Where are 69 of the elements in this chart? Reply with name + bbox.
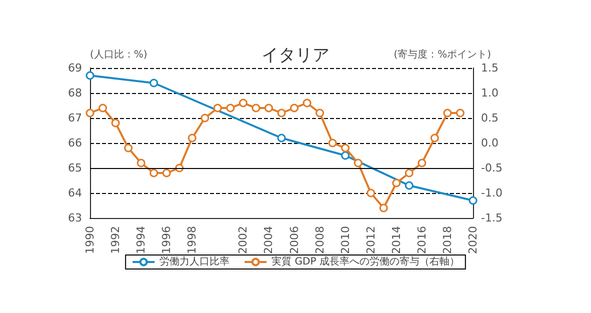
- point: [111, 118, 120, 128]
- legend-label: 労働力人口比率: [160, 256, 230, 268]
- point: [341, 144, 350, 152]
- point: [328, 138, 337, 148]
- y2-tick-label: -1.0: [481, 186, 502, 200]
- y-axis-title: (人口比：%): [90, 48, 148, 60]
- x-tick-label: 1996: [160, 226, 174, 254]
- x-tick-label: 2002: [236, 226, 250, 254]
- y2-tick-label: 0.5: [481, 112, 498, 124]
- x-tick-label: 2014: [390, 226, 403, 254]
- point: [98, 104, 108, 112]
- x-tick-label: 2004: [262, 226, 276, 254]
- point: [404, 181, 414, 190]
- point: [213, 104, 222, 112]
- x-tick-label: 1994: [134, 226, 148, 254]
- point: [418, 158, 426, 168]
- y2-axis-title: (寄与度：%ポイント): [394, 48, 492, 60]
- point: [124, 144, 133, 152]
- point: [277, 134, 286, 142]
- x-tick-label: 1992: [109, 226, 122, 254]
- point: [341, 151, 350, 160]
- x-tick-label: 1990: [84, 226, 96, 254]
- point: [200, 114, 210, 122]
- y2-tick-label: 1.5: [481, 62, 498, 74]
- point: [302, 98, 312, 108]
- point: [379, 204, 388, 212]
- point: [354, 158, 362, 168]
- x-tick-label: 2020: [466, 226, 480, 254]
- y-tick-label: 66: [68, 136, 82, 150]
- x-tick-label: 2012: [364, 226, 378, 254]
- point: [136, 158, 146, 168]
- point: [264, 104, 273, 112]
- x-tick-label: 2006: [288, 226, 301, 254]
- y-tick-label: 63: [68, 212, 82, 224]
- point: [290, 104, 299, 112]
- point: [86, 71, 94, 80]
- legend-label: 実質 GDP 成長率への労働の寄与（右軸）: [272, 256, 460, 268]
- point: [366, 188, 376, 198]
- point: [150, 168, 158, 178]
- x-tick-label: 2016: [415, 226, 428, 254]
- point: [238, 98, 248, 108]
- point: [392, 178, 401, 188]
- point: [277, 108, 286, 118]
- y-tick-label: 65: [68, 162, 82, 174]
- point: [226, 104, 235, 112]
- point: [430, 134, 439, 142]
- y2-tick-label: 0.0: [481, 136, 498, 150]
- y-tick-label: 68: [68, 86, 82, 100]
- point: [456, 108, 464, 118]
- chart-title: イタリア: [262, 46, 330, 66]
- x-tick-label: 1998: [186, 226, 199, 254]
- point: [86, 108, 94, 118]
- x-tick-label: 2008: [313, 226, 326, 254]
- point: [404, 168, 414, 178]
- y-tick-label: 64: [68, 186, 82, 200]
- point: [162, 168, 171, 178]
- point: [468, 196, 478, 205]
- y2-tick-label: -1.5: [481, 212, 502, 224]
- y2-tick-label: -0.5: [481, 162, 502, 174]
- x-tick-label: 2018: [440, 226, 454, 254]
- point: [150, 78, 158, 88]
- x-tick-label: 2010: [338, 226, 352, 254]
- point: [316, 108, 324, 118]
- y-tick-label: 67: [68, 112, 82, 124]
- point: [443, 108, 452, 118]
- y2-tick-label: 1.0: [481, 86, 498, 100]
- y-tick-label: 69: [68, 62, 82, 74]
- point: [252, 104, 260, 112]
- point: [188, 134, 196, 142]
